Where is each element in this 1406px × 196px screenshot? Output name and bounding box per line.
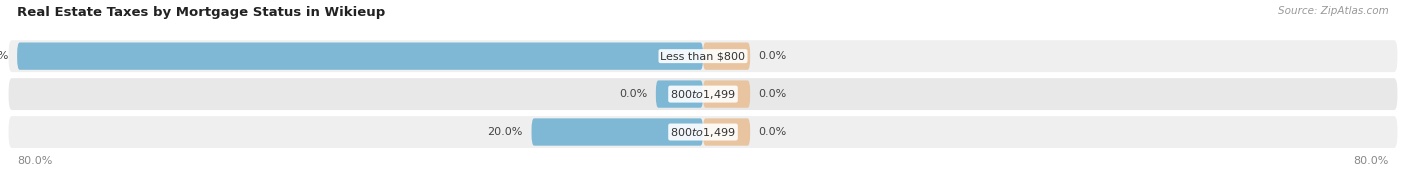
Text: 80.0%: 80.0% (0, 51, 8, 61)
FancyBboxPatch shape (8, 116, 1398, 148)
FancyBboxPatch shape (8, 78, 1398, 110)
FancyBboxPatch shape (17, 43, 703, 70)
FancyBboxPatch shape (703, 118, 751, 146)
Text: 20.0%: 20.0% (488, 127, 523, 137)
Text: 0.0%: 0.0% (619, 89, 647, 99)
FancyBboxPatch shape (8, 40, 1398, 72)
Text: 0.0%: 0.0% (759, 89, 787, 99)
Text: 80.0%: 80.0% (17, 156, 52, 166)
Text: $800 to $1,499: $800 to $1,499 (671, 88, 735, 101)
Text: Source: ZipAtlas.com: Source: ZipAtlas.com (1278, 6, 1389, 16)
FancyBboxPatch shape (703, 80, 751, 108)
Text: Real Estate Taxes by Mortgage Status in Wikieup: Real Estate Taxes by Mortgage Status in … (17, 6, 385, 19)
Text: Less than $800: Less than $800 (661, 51, 745, 61)
Text: 0.0%: 0.0% (759, 51, 787, 61)
Text: 0.0%: 0.0% (759, 127, 787, 137)
FancyBboxPatch shape (531, 118, 703, 146)
FancyBboxPatch shape (655, 80, 703, 108)
Text: 80.0%: 80.0% (1354, 156, 1389, 166)
Text: $800 to $1,499: $800 to $1,499 (671, 125, 735, 139)
FancyBboxPatch shape (703, 43, 751, 70)
